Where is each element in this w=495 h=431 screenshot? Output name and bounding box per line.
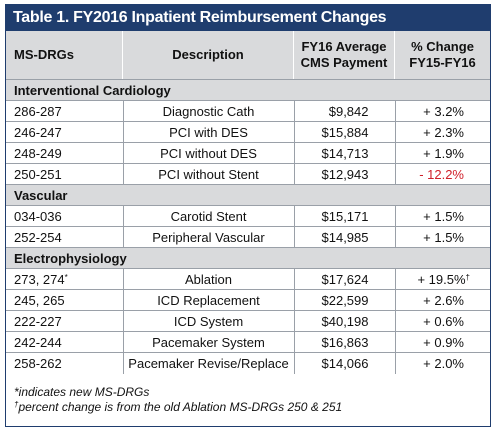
change-cell: + 2.0%	[395, 352, 490, 374]
drg-cell: 242-244	[6, 331, 124, 353]
header-payment: FY16 Average CMS Payment	[294, 31, 394, 79]
table-row: 245, 265 ICD Replacement $22,599 + 2.6%	[6, 289, 490, 311]
change-cell: + 0.6%	[395, 310, 490, 332]
header-divider	[293, 31, 294, 79]
payment-cell: $15,884	[294, 121, 396, 143]
table-row: 273, 274* Ablation $17,624 + 19.5%†	[6, 268, 490, 290]
header-divider	[394, 31, 395, 79]
description-cell: Pacemaker Revise/Replace	[123, 352, 295, 374]
table-row: 258-262 Pacemaker Revise/Replace $14,066…	[6, 352, 490, 374]
description-cell: Peripheral Vascular	[123, 226, 295, 248]
payment-cell: $14,066	[294, 352, 396, 374]
new-drg-mark: *	[64, 272, 68, 282]
description-cell: ICD Replacement	[123, 289, 295, 311]
change-cell: + 2.6%	[395, 289, 490, 311]
description-cell: PCI without DES	[123, 142, 295, 164]
section-row: Interventional Cardiology	[6, 79, 490, 101]
table-row: 246-247 PCI with DES $15,884 + 2.3%	[6, 121, 490, 143]
change-cell: + 1.9%	[395, 142, 490, 164]
table-row: 250-251 PCI without Stent $12,943 - 12.2…	[6, 163, 490, 185]
change-value: + 19.5%	[417, 271, 466, 287]
change-cell: + 0.9%	[395, 331, 490, 353]
dagger-mark: †	[465, 272, 470, 282]
drg-value: 273, 274	[14, 271, 65, 287]
change-cell: + 1.5%	[395, 226, 490, 248]
header-divider	[122, 31, 123, 79]
drg-cell: 222-227	[6, 310, 124, 332]
description-cell: ICD System	[123, 310, 295, 332]
payment-cell: $9,842	[294, 100, 396, 122]
drg-cell: 252-254	[6, 226, 124, 248]
table-row: 252-254 Peripheral Vascular $14,985 + 1.…	[6, 226, 490, 248]
description-cell: Ablation	[123, 268, 295, 290]
payment-cell: $17,624	[294, 268, 396, 290]
payment-cell: $14,713	[294, 142, 396, 164]
drg-cell: 286-287	[6, 100, 124, 122]
section-title: Interventional Cardiology	[6, 79, 490, 101]
payment-cell: $22,599	[294, 289, 396, 311]
table-row: 286-287 Diagnostic Cath $9,842 + 3.2%	[6, 100, 490, 122]
payment-cell: $16,863	[294, 331, 396, 353]
change-cell: + 3.2%	[395, 100, 490, 122]
footnote-percent-change: †percent change is from the old Ablation…	[14, 400, 342, 415]
payment-cell: $12,943	[294, 163, 396, 185]
table-row: 248-249 PCI without DES $14,713 + 1.9%	[6, 142, 490, 164]
section-row: Vascular	[6, 184, 490, 206]
drg-cell: 250-251	[6, 163, 124, 185]
section-title: Vascular	[6, 184, 490, 206]
header-drg: MS-DRGs	[14, 47, 74, 62]
description-cell: Pacemaker System	[123, 331, 295, 353]
section-row: Electrophysiology	[6, 247, 490, 269]
header-payment-line1: FY16 Average	[301, 39, 387, 54]
header-change-line2: FY15-FY16	[409, 55, 476, 70]
change-cell: + 2.3%	[395, 121, 490, 143]
table-row: 222-227 ICD System $40,198 + 0.6%	[6, 310, 490, 332]
description-cell: PCI without Stent	[123, 163, 295, 185]
change-cell-negative: - 12.2%	[395, 163, 490, 185]
drg-cell: 245, 265	[6, 289, 124, 311]
description-cell: PCI with DES	[123, 121, 295, 143]
table-title: Table 1. FY2016 Inpatient Reimbursement …	[6, 5, 490, 31]
table-row: 034-036 Carotid Stent $15,171 + 1.5%	[6, 205, 490, 227]
drg-cell: 246-247	[6, 121, 124, 143]
table-frame: Table 1. FY2016 Inpatient Reimbursement …	[5, 4, 491, 427]
drg-cell: 258-262	[6, 352, 124, 374]
section-title: Electrophysiology	[6, 247, 490, 269]
header-change-line1: % Change	[411, 39, 474, 54]
table-header: MS-DRGs Description FY16 Average CMS Pay…	[6, 31, 490, 79]
header-change: % Change FY15-FY16	[395, 31, 490, 79]
drg-cell: 248-249	[6, 142, 124, 164]
footnote-new-drg: *indicates new MS-DRGs	[14, 385, 150, 399]
header-payment-line2: CMS Payment	[300, 55, 388, 70]
footnotes: *indicates new MS-DRGs †percent change i…	[14, 385, 342, 415]
change-cell: + 1.5%	[395, 205, 490, 227]
footnote-text: percent change is from the old Ablation …	[18, 400, 343, 414]
payment-cell: $40,198	[294, 310, 396, 332]
change-cell: + 19.5%†	[395, 268, 490, 290]
drg-cell: 273, 274*	[6, 268, 124, 290]
drg-cell: 034-036	[6, 205, 124, 227]
reimbursement-table: Interventional Cardiology 286-287 Diagno…	[6, 79, 490, 374]
payment-cell: $14,985	[294, 226, 396, 248]
table-row: 242-244 Pacemaker System $16,863 + 0.9%	[6, 331, 490, 353]
description-cell: Diagnostic Cath	[123, 100, 295, 122]
dagger-mark: †	[14, 400, 19, 409]
payment-cell: $15,171	[294, 205, 396, 227]
description-cell: Carotid Stent	[123, 205, 295, 227]
header-description: Description	[172, 47, 244, 62]
